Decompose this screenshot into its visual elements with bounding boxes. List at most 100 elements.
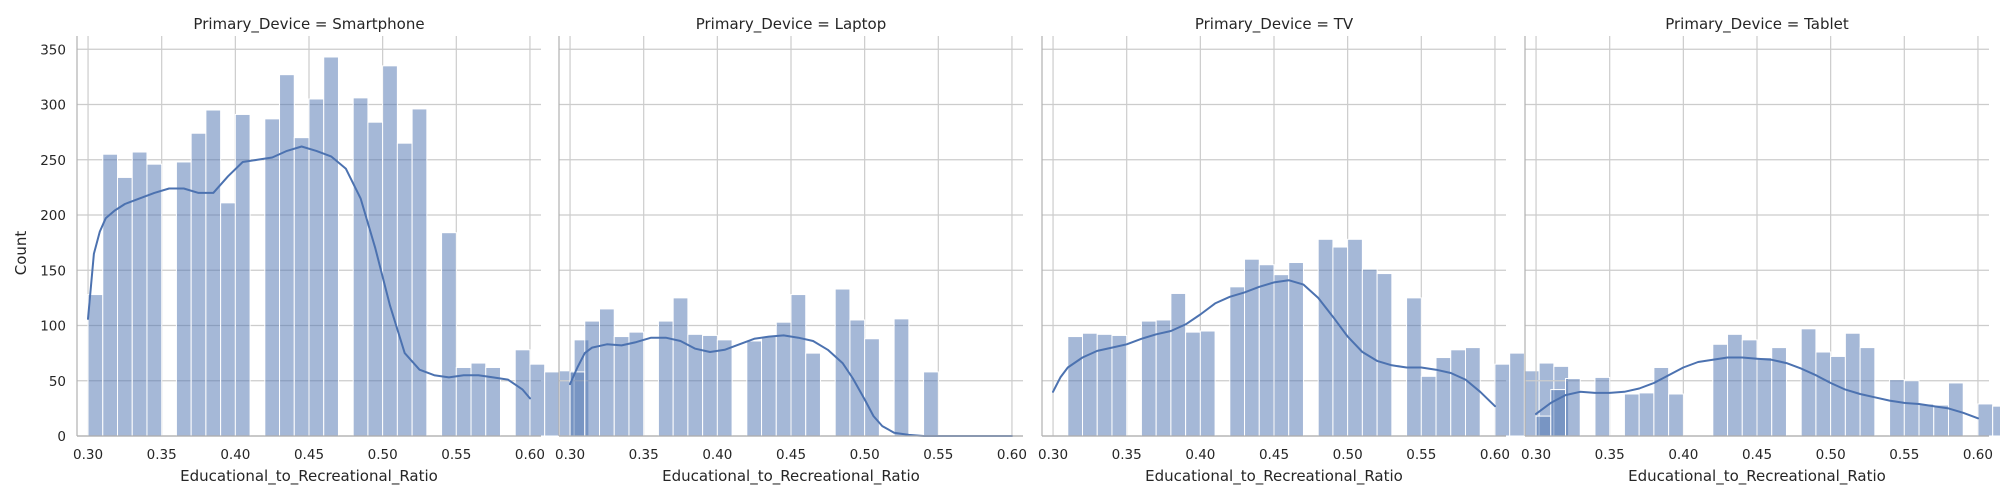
histogram-bar (790, 294, 807, 437)
histogram-bar (1450, 349, 1466, 437)
panel-title: Primary_Device = Laptop (696, 15, 887, 34)
histogram-bar (1067, 336, 1084, 437)
histogram-bar (441, 232, 457, 437)
x-tick-label: 0.30 (1521, 447, 1551, 463)
histogram-bar (1668, 393, 1684, 437)
histogram-bar (1830, 355, 1846, 437)
x-tick-label: 0.60 (997, 447, 1027, 463)
histogram-bar (1185, 331, 1201, 437)
x-tick-label: 0.55 (923, 447, 953, 463)
x-tick-label: 0.45 (776, 447, 806, 463)
y-tick-label: 300 (40, 98, 66, 114)
x-tick-label: 0.55 (1406, 447, 1436, 463)
x-tick-label: 0.55 (1889, 447, 1919, 463)
histogram-bar (264, 118, 281, 437)
histogram-bar (1815, 351, 1832, 437)
histogram-bar (923, 371, 939, 437)
histogram-bar (1992, 405, 2000, 437)
histogram-bar (628, 331, 645, 437)
x-axis-label: Educational_to_Recreational_Ratio (1628, 467, 1886, 486)
panel-title: Primary_Device = Smartphone (193, 15, 424, 34)
histogram-bar (1756, 357, 1773, 437)
histogram-bar (1594, 376, 1611, 437)
y-tick-label: 200 (40, 208, 66, 224)
kde-line (1052, 279, 1496, 408)
histogram-bar (569, 371, 586, 437)
x-tick-label: 0.50 (850, 447, 880, 463)
histogram-bar (1741, 339, 1758, 437)
histogram-bar (672, 297, 689, 437)
bars (1535, 328, 2000, 437)
histogram-bar (761, 336, 777, 437)
facet-panels: 0.30 0.35 0.40 0.45 0.50 0.55 0.60 0 50 100 150 200… (40, 15, 2000, 486)
y-axis-label: Count (12, 231, 30, 276)
histogram-bar (1244, 258, 1260, 437)
histogram-bar (1918, 403, 1935, 437)
histogram-bar (1420, 375, 1437, 437)
kde-line (1535, 356, 1979, 420)
x-tick-label: 0.60 (1963, 447, 1993, 463)
histogram-bar (146, 163, 163, 437)
histogram-bar (455, 366, 472, 437)
histogram-bar (1317, 238, 1334, 437)
histogram-bar (1332, 246, 1349, 437)
histogram-bar (1509, 352, 1525, 437)
histogram-bar (1889, 379, 1905, 437)
histogram-bar (1229, 286, 1246, 437)
histogram-bar (382, 65, 398, 437)
histogram-bar (293, 137, 310, 437)
histogram-bar (1977, 403, 1994, 437)
histogram-bar (1844, 332, 1861, 437)
x-tick-label: 0.40 (702, 447, 732, 463)
y-tick-label: 350 (40, 42, 66, 58)
x-tick-label: 0.35 (629, 447, 659, 463)
histogram-bar (131, 151, 148, 437)
histogram-bar (584, 320, 601, 437)
histogram-bar (599, 308, 615, 437)
x-tick-label: 0.60 (1480, 447, 1510, 463)
x-tick-label: 0.35 (147, 447, 177, 463)
x-tick-label: 0.55 (441, 447, 471, 463)
x-tick-label: 0.45 (294, 447, 324, 463)
histogram-bar (1727, 333, 1743, 437)
histogram-bar (411, 108, 428, 437)
histogram-bar (613, 336, 630, 437)
histogram-bar (805, 352, 821, 437)
y-tick-label: 100 (40, 319, 66, 335)
x-tick-label: 0.30 (1038, 447, 1068, 463)
histogram-bar (1111, 334, 1128, 437)
panel-title: Primary_Device = TV (1195, 15, 1354, 34)
histogram-bar (529, 363, 546, 437)
facet-panel-3: 0.30 0.35 0.40 0.45 0.50 0.55 0.60 Primary_Devi… (1521, 15, 2000, 486)
histogram-bar (190, 132, 207, 437)
x-axis-label: Educational_to_Recreational_Ratio (180, 467, 438, 486)
x-tick-label: 0.50 (368, 447, 398, 463)
facet-panel-1: 0.30 0.35 0.40 0.45 0.50 0.55 0.60 Primary_Devi… (555, 15, 1027, 486)
facet-panel-2: 0.30 0.35 0.40 0.45 0.50 0.55 0.60 Primary_Devi… (1038, 15, 1570, 486)
facet-panel-0: 0.30 0.35 0.40 0.45 0.50 0.55 0.60 0 50 100 150 200… (40, 15, 590, 486)
y-tick-label: 50 (49, 374, 66, 390)
kde-line (87, 145, 531, 400)
histogram-bar (117, 176, 133, 437)
histogram-bar (1494, 363, 1511, 437)
y-tick-label: 250 (40, 153, 66, 169)
bars (569, 288, 939, 437)
histogram-bar (775, 321, 792, 437)
histogram-bar (746, 340, 763, 437)
y-tick-label: 150 (40, 263, 66, 279)
histogram-bar (1082, 332, 1098, 437)
histogram-bar (1535, 415, 1552, 437)
histogram-bar (470, 362, 487, 437)
x-axis-label: Educational_to_Recreational_Ratio (662, 467, 920, 486)
histogram-bar (1623, 393, 1640, 437)
histogram-bar (1565, 378, 1581, 437)
histogram-bar (1155, 319, 1172, 437)
histogram-bar (1376, 273, 1393, 437)
histogram-bar (1903, 380, 1920, 437)
kde-line (569, 334, 1013, 437)
histogram-bar (102, 153, 119, 437)
y-tick-label: 0 (57, 429, 66, 445)
x-tick-label: 0.40 (220, 447, 250, 463)
histogram-bar (323, 56, 339, 437)
